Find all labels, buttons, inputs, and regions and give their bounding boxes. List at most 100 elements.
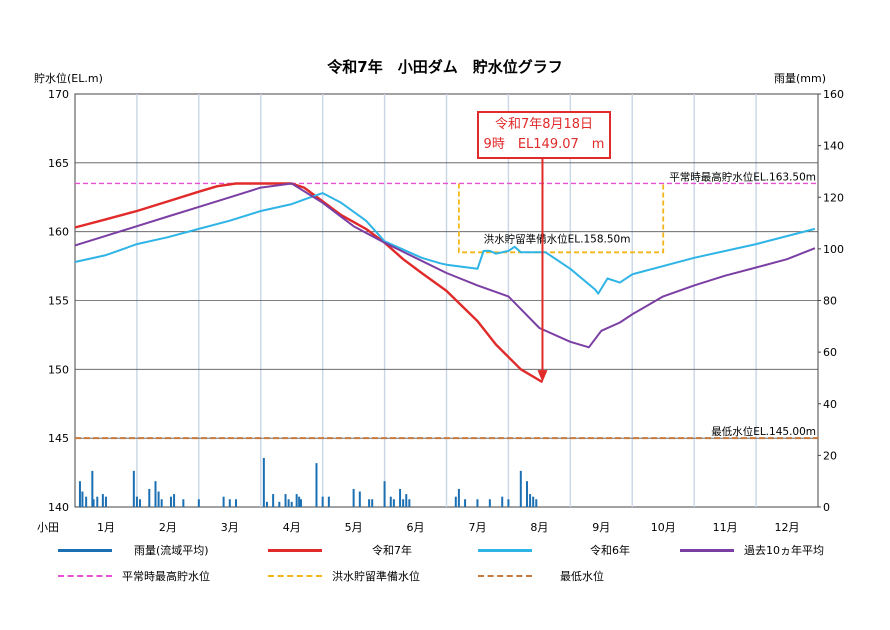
callout-arrow-head [537,370,548,383]
rainfall-bar [464,499,467,507]
rainfall-bar [389,496,392,507]
rainfall-bar [290,501,293,507]
x-tick-label: 6月 [407,521,425,534]
y-tick-left: 155 [48,295,69,308]
y-tick-right: 60 [823,346,837,359]
rainfall-bar [96,496,99,507]
series-line-2 [74,192,816,295]
y-tick-left: 170 [48,88,69,101]
y-tick-right: 140 [823,140,844,153]
rainfall-bar [197,499,200,507]
rainfall-bar [488,499,491,507]
rainfall-bar [182,499,185,507]
y-tick-right: 40 [823,398,837,411]
x-tick-label: 3月 [221,521,239,534]
y-axis-left-label: 貯水位(EL.m) [34,72,103,85]
chart-title: 令和7年 小田ダム 貯水位グラフ [327,58,563,76]
x-tick-label: 7月 [468,521,486,534]
rainfall-bar [228,499,231,507]
rainfall-bar [139,499,142,507]
rainfall-bar [405,494,408,507]
rainfall-bar [392,499,395,507]
rainfall-bar [284,494,287,507]
rainfall-bar [352,488,355,507]
rainfall-bar [529,494,532,507]
annotation-normal-max: 平常時最高貯水位EL.163.50m [669,170,816,183]
rainfall-bar [234,499,237,507]
x-tick-label: 5月 [345,521,363,534]
station-label: 小田 [37,521,59,534]
y-tick-left: 150 [48,363,69,376]
rainfall-bar [299,499,302,507]
y-tick-left: 160 [48,226,69,239]
y-axis-right-label: 雨量(mm) [773,72,826,85]
rainfall-bar [295,494,298,507]
rainfall-bar [507,499,510,507]
rainfall-bar [132,470,135,507]
rainfall-bar [371,499,374,507]
rainfall-bar [402,499,405,507]
rainfall-bar [278,501,281,507]
rainfall-bar [160,499,163,507]
x-tick-label: 11月 [713,521,738,534]
rainfall-bar [525,481,528,507]
x-tick-label: 4月 [283,521,301,534]
y-tick-right: 80 [823,295,837,308]
y-tick-right: 20 [823,449,837,462]
rainfall-bar [358,491,361,507]
rainfall-bar [501,496,504,507]
current-level-callout: 令和7年8月18日 9時 EL149.07 m [477,111,611,159]
rainfall-bar [85,496,88,507]
rainfall-bar [78,481,81,507]
callout-level: 9時 EL149.07 m [483,137,605,152]
x-tick-label: 1月 [97,521,115,534]
rainfall-bar [135,496,138,507]
rainfall-bar [476,499,479,507]
rainfall-bar [327,496,330,507]
series-line-3 [74,182,816,349]
rainfall-bar [173,494,176,507]
rainfall-bar [262,457,265,507]
y-tick-left: 145 [48,432,69,445]
rainfall-bar [321,496,324,507]
rainfall-bar [315,463,318,507]
rainfall-bar [92,499,95,507]
rainfall-bar [91,470,94,507]
rainfall-bar [519,470,522,507]
rainfall-bar [272,494,275,507]
callout-date: 令和7年8月18日 [494,117,594,132]
rainfall-bar [104,496,107,507]
rainfall-bar [298,496,301,507]
rainfall-bar [101,494,104,507]
rainfall-bar [399,488,402,507]
y-tick-left: 165 [48,157,69,170]
rainfall-bar [408,499,411,507]
rainfall-bar [368,499,371,507]
x-tick-label: 2月 [159,521,177,534]
rainfall-bar [457,488,460,507]
series-line-1 [74,182,544,384]
y-tick-right: 0 [823,501,830,514]
rainfall-bar [222,496,225,507]
rainfall-bar [265,501,268,507]
rainfall-bar [383,481,386,507]
annotation-flood-prep: 洪水貯留準備水位EL.158.50m [484,232,631,245]
y-tick-right: 160 [823,88,844,101]
y-tick-left: 140 [48,501,69,514]
x-tick-label: 10月 [651,521,676,534]
y-tick-right: 100 [823,243,844,256]
x-tick-label: 9月 [592,521,610,534]
x-tick-label: 8月 [530,521,548,534]
rainfall-bar [532,496,535,507]
rainfall-bar [81,491,84,507]
flood-prep-line [457,183,665,254]
rainfall-bar [157,491,160,507]
rainfall-bar [287,499,290,507]
rainfall-bar [154,481,157,507]
x-tick-label: 12月 [775,521,800,534]
rainfall-bar [169,496,172,507]
y-tick-right: 120 [823,191,844,204]
rainfall-bar [535,499,538,507]
annotation-minimum: 最低水位EL.145.00m [711,425,816,438]
